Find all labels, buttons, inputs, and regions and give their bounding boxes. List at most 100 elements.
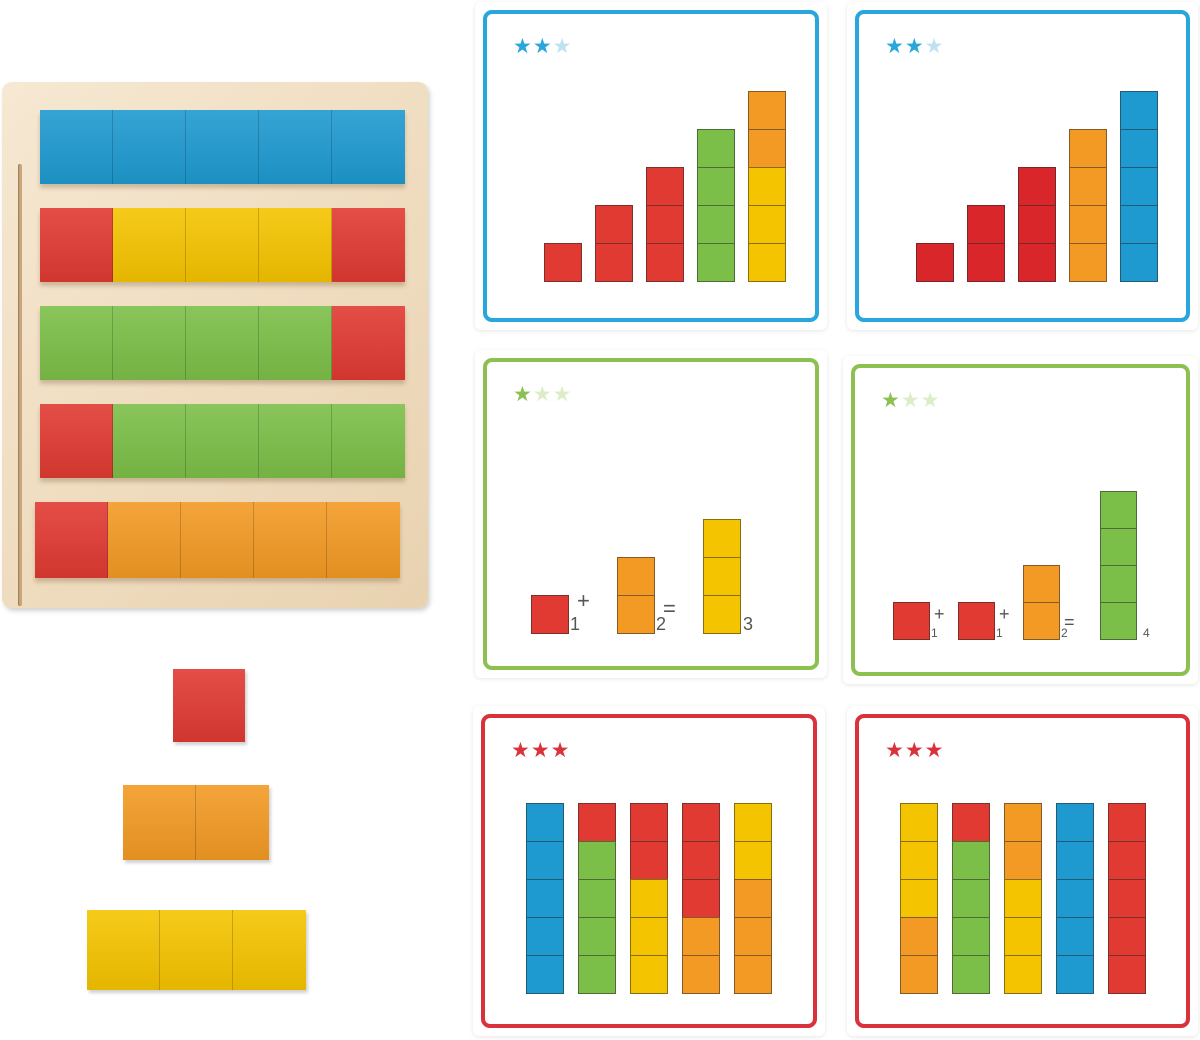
tray-row[interactable] xyxy=(40,110,405,184)
bar-cell xyxy=(578,841,616,880)
wooden-cube[interactable] xyxy=(186,110,259,184)
wooden-cube[interactable] xyxy=(113,110,186,184)
card-bar xyxy=(1023,565,1060,640)
bar-cell xyxy=(952,955,990,994)
activity-card[interactable]: ★★★ xyxy=(475,2,827,330)
bar-cell xyxy=(697,129,735,168)
bar-cell xyxy=(697,243,735,282)
bar-cell xyxy=(630,955,668,994)
tray-row[interactable] xyxy=(40,208,405,282)
card-bar xyxy=(682,803,720,994)
wooden-cube[interactable] xyxy=(332,306,405,380)
bar-cell xyxy=(1004,841,1042,880)
loose-block[interactable] xyxy=(123,785,269,860)
star-icon: ★ xyxy=(900,389,921,412)
card-bar xyxy=(1018,167,1056,282)
difficulty-stars: ★★★ xyxy=(511,740,570,761)
bar-cell xyxy=(1056,955,1094,994)
wooden-cube[interactable] xyxy=(113,208,186,282)
wooden-cube[interactable] xyxy=(332,404,405,478)
card-bar xyxy=(1069,129,1107,282)
wooden-cube[interactable] xyxy=(181,502,254,578)
wooden-cube[interactable] xyxy=(35,502,108,578)
bar-cell xyxy=(1004,917,1042,956)
tray-row[interactable] xyxy=(35,502,400,578)
wooden-cube[interactable] xyxy=(259,404,332,478)
activity-card[interactable]: ★★★ xyxy=(473,706,825,1036)
wooden-cube[interactable] xyxy=(87,910,160,990)
bar-cell xyxy=(916,243,954,282)
tray-row[interactable] xyxy=(40,306,405,380)
difficulty-stars: ★★★ xyxy=(513,384,572,405)
bar-cell xyxy=(630,879,668,918)
bar-cell xyxy=(630,917,668,956)
plus-sign: + xyxy=(934,604,945,624)
result-number: 3 xyxy=(743,614,754,634)
wooden-cube[interactable] xyxy=(186,208,259,282)
card-bar xyxy=(893,602,930,640)
activity-card[interactable]: ★★★ xyxy=(847,2,1198,330)
card-bar xyxy=(916,243,954,282)
wooden-cube[interactable] xyxy=(186,306,259,380)
bar-cell xyxy=(682,803,720,842)
card-bar xyxy=(646,167,684,282)
bar-cell xyxy=(1056,917,1094,956)
wooden-cube[interactable] xyxy=(259,306,332,380)
bar-cell xyxy=(1004,955,1042,994)
result-number: 4 xyxy=(1143,626,1150,640)
bar-cell xyxy=(748,91,786,130)
wooden-cube[interactable] xyxy=(123,785,196,860)
bar-cell xyxy=(1056,803,1094,842)
bar-cell xyxy=(544,243,582,282)
activity-card[interactable]: ★★★ xyxy=(847,706,1198,1036)
bar-cell xyxy=(748,129,786,168)
star-icon: ★ xyxy=(532,35,553,58)
wooden-cube[interactable] xyxy=(108,502,181,578)
loose-block[interactable] xyxy=(173,669,245,742)
wooden-cube[interactable] xyxy=(259,110,332,184)
wooden-cube[interactable] xyxy=(40,110,113,184)
wooden-cube[interactable] xyxy=(259,208,332,282)
equals-sign: = xyxy=(1064,612,1075,632)
card-bar xyxy=(952,803,990,994)
wooden-cube[interactable] xyxy=(332,208,405,282)
wooden-cube[interactable] xyxy=(254,502,327,578)
wooden-cube[interactable] xyxy=(113,404,186,478)
wooden-cube[interactable] xyxy=(186,404,259,478)
wooden-cube[interactable] xyxy=(113,306,186,380)
wooden-cube[interactable] xyxy=(327,502,400,578)
bar-cell xyxy=(952,803,990,842)
tray-groove xyxy=(18,164,22,606)
bar-cell xyxy=(1108,841,1146,880)
term-number: 1 xyxy=(996,626,1003,640)
wooden-cube[interactable] xyxy=(40,208,113,282)
loose-block[interactable] xyxy=(87,910,306,990)
wooden-cube[interactable] xyxy=(332,110,405,184)
bar-cell xyxy=(893,602,930,640)
wooden-cube[interactable] xyxy=(233,910,306,990)
bar-cell xyxy=(578,803,616,842)
bar-cell xyxy=(630,803,668,842)
wooden-cube[interactable] xyxy=(173,669,245,742)
card-bar xyxy=(1100,491,1137,640)
tray-row[interactable] xyxy=(40,404,405,478)
bar-cell xyxy=(682,841,720,880)
bar-cell xyxy=(1018,243,1056,282)
card-bar xyxy=(595,205,633,282)
wooden-cube[interactable] xyxy=(40,404,113,478)
card-bar xyxy=(1056,803,1094,994)
star-icon: ★ xyxy=(552,35,573,58)
wooden-cube[interactable] xyxy=(196,785,269,860)
card-bar xyxy=(703,519,741,634)
card-bar xyxy=(1120,91,1158,282)
difficulty-stars: ★★★ xyxy=(885,740,944,761)
star-icon: ★ xyxy=(924,739,945,762)
wooden-cube[interactable] xyxy=(40,306,113,380)
card-bar xyxy=(1004,803,1042,994)
plus-sign: + xyxy=(999,604,1010,624)
activity-card[interactable]: ★★★ 1 +1 +2 = 4 xyxy=(843,356,1198,684)
term-number: 1 xyxy=(931,626,938,640)
bar-cell xyxy=(967,205,1005,244)
wooden-cube[interactable] xyxy=(160,910,233,990)
activity-card[interactable]: ★★★ 1 +2 = 3 xyxy=(475,350,827,678)
